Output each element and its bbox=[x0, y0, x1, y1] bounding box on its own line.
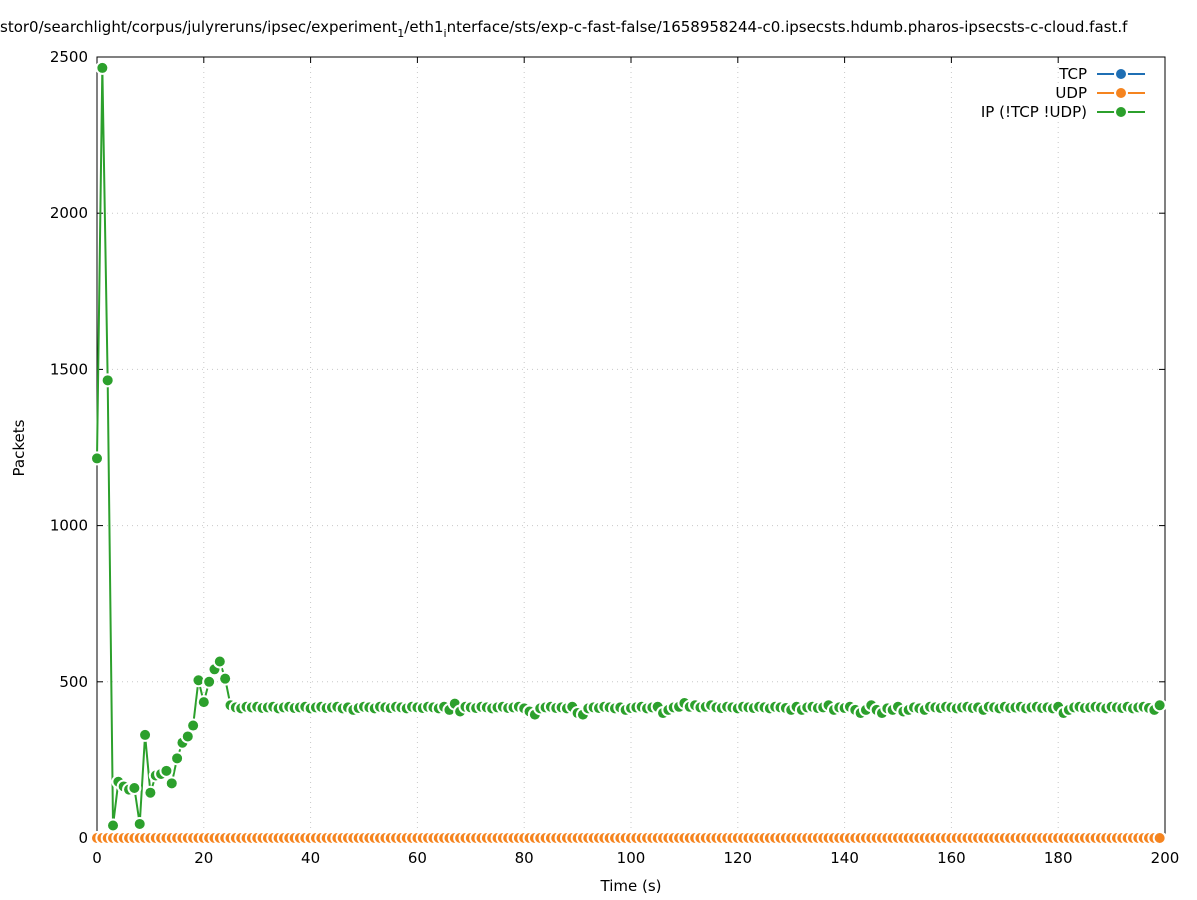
x-tick-label: 140 bbox=[830, 849, 859, 867]
point bbox=[214, 656, 225, 667]
title-part: stor0/searchlight/corpus/julyreruns/ipse… bbox=[0, 18, 397, 36]
point bbox=[172, 753, 183, 764]
y-tick-label: 500 bbox=[59, 673, 88, 691]
y-tick-label: 2000 bbox=[50, 204, 88, 222]
x-tick-label: 200 bbox=[1151, 849, 1180, 867]
title-part: 1 bbox=[397, 27, 404, 40]
point bbox=[140, 729, 151, 740]
point bbox=[188, 720, 199, 731]
y-tick-label: 2500 bbox=[50, 48, 88, 66]
x-tick-label: 80 bbox=[515, 849, 534, 867]
point bbox=[166, 778, 177, 789]
point bbox=[1154, 700, 1165, 711]
point bbox=[102, 375, 113, 386]
point bbox=[161, 765, 172, 776]
x-tick-label: 100 bbox=[617, 849, 646, 867]
x-tick-label: 40 bbox=[301, 849, 320, 867]
title-part: i bbox=[444, 27, 447, 40]
y-tick-label: 1500 bbox=[50, 360, 88, 378]
y-tick-label: 0 bbox=[78, 829, 88, 847]
point bbox=[134, 818, 145, 829]
point bbox=[129, 783, 140, 794]
x-tick-label: 60 bbox=[408, 849, 427, 867]
point bbox=[108, 820, 119, 831]
point bbox=[198, 697, 209, 708]
point bbox=[182, 731, 193, 742]
legend-swatch bbox=[1116, 69, 1126, 79]
point bbox=[204, 676, 215, 687]
y-tick-label: 1000 bbox=[50, 517, 88, 535]
x-tick-label: 0 bbox=[92, 849, 102, 867]
legend-swatch bbox=[1116, 107, 1126, 117]
point bbox=[220, 673, 231, 684]
point bbox=[97, 62, 108, 73]
x-tick-label: 20 bbox=[194, 849, 213, 867]
point bbox=[1154, 833, 1165, 843]
x-tick-label: 160 bbox=[937, 849, 966, 867]
title-part: /eth1 bbox=[404, 18, 443, 36]
point bbox=[193, 675, 204, 686]
point bbox=[145, 787, 156, 798]
legend-label: UDP bbox=[1055, 84, 1087, 102]
title-part: nterface/sts/exp-c-fast-false/1658958244… bbox=[447, 18, 1129, 36]
legend-swatch bbox=[1116, 88, 1126, 98]
x-axis-label: Time (s) bbox=[600, 877, 662, 895]
point bbox=[92, 453, 102, 464]
chart-title: stor0/searchlight/corpus/julyreruns/ipse… bbox=[0, 18, 1128, 40]
legend-label: IP (!TCP !UDP) bbox=[981, 103, 1087, 121]
y-axis-label: Packets bbox=[10, 419, 28, 476]
x-tick-label: 120 bbox=[723, 849, 752, 867]
legend-label: TCP bbox=[1058, 65, 1087, 83]
x-tick-label: 180 bbox=[1044, 849, 1073, 867]
